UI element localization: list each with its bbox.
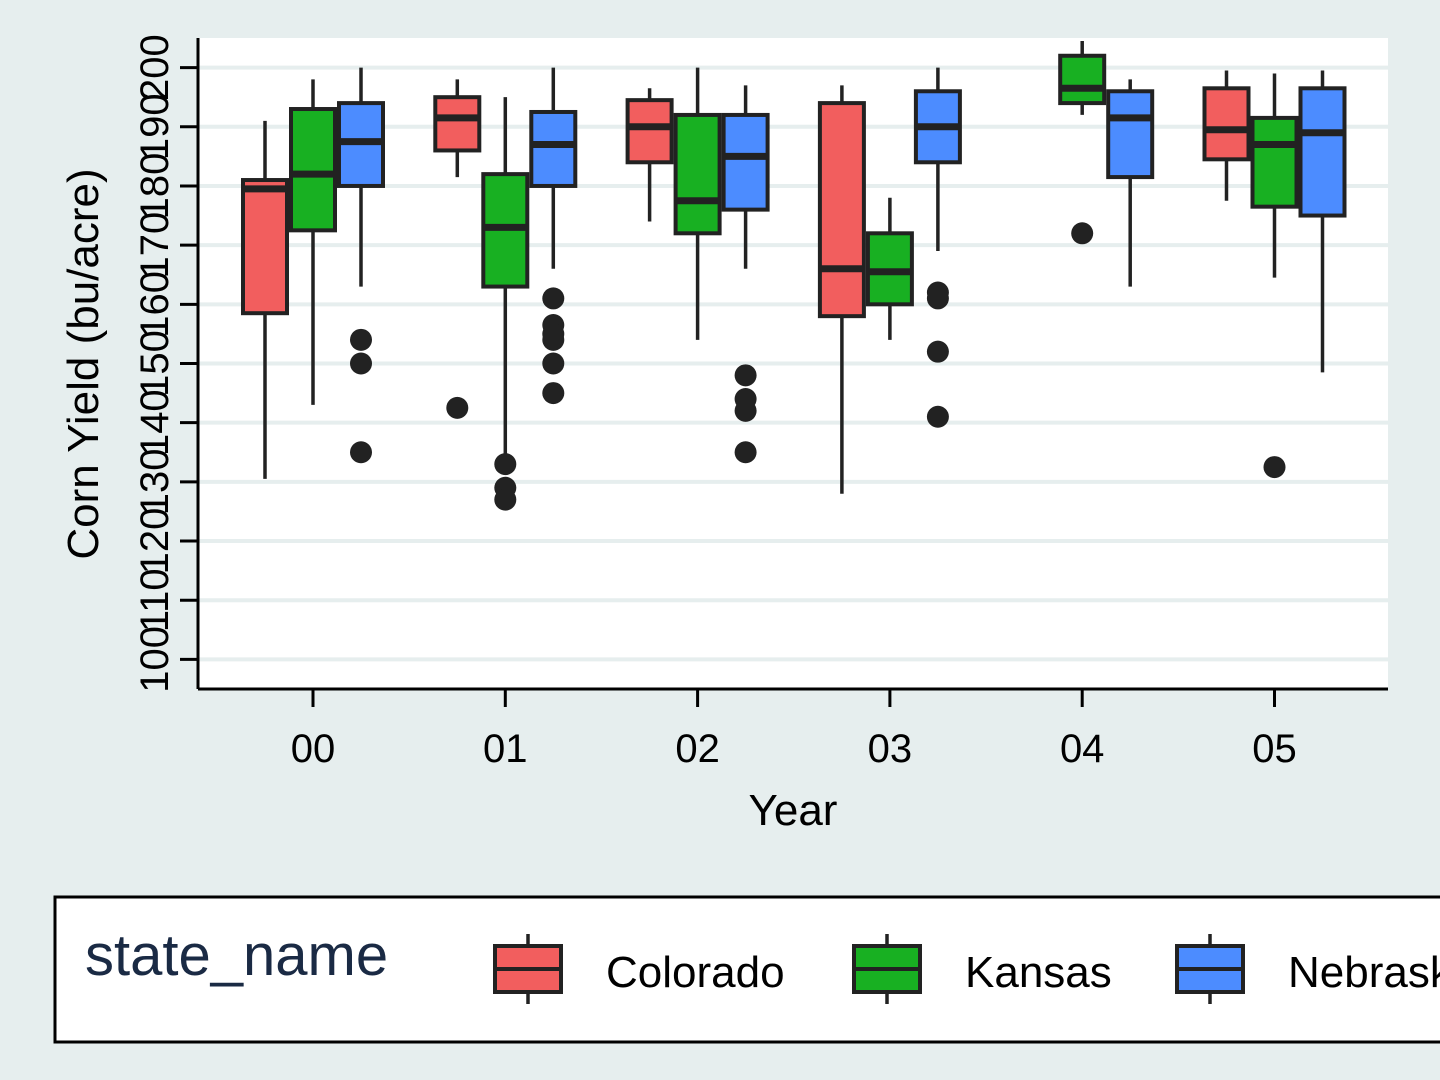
y-tick-label: 180 (133, 153, 177, 220)
y-tick-label: 200 (133, 34, 177, 101)
box-colorado-00 (241, 120, 289, 479)
outlier-point (926, 287, 949, 310)
box-iqr (1106, 89, 1155, 180)
box-nebraska-03 (913, 67, 962, 428)
legend-items: Colorado Kansas Nebraska (493, 934, 1440, 1004)
outlier-point (446, 396, 469, 419)
x-axis-title: Year (749, 786, 838, 835)
y-tick-label: 170 (133, 212, 177, 279)
y-tick-label: 150 (133, 330, 177, 397)
box-iqr (1202, 86, 1251, 162)
outlier-point (734, 441, 757, 464)
legend-label: Kansas (965, 948, 1112, 997)
y-tick-label: 140 (133, 389, 177, 456)
box-nebraska-05 (1298, 70, 1347, 373)
x-tick-label: 05 (1252, 727, 1297, 771)
box-iqr (1298, 86, 1347, 218)
outlier-point (926, 340, 949, 363)
y-tick-label: 190 (133, 93, 177, 160)
x-ticks: 00 01 02 03 04 05 (291, 689, 1297, 771)
box-iqr (433, 95, 482, 153)
legend-title: state_name (85, 923, 388, 988)
box-series (241, 40, 1347, 511)
gridlines (198, 65, 1388, 662)
box-iqr (1250, 115, 1299, 209)
box-colorado-01 (433, 79, 482, 419)
outlier-point (350, 441, 372, 464)
box-iqr (1058, 53, 1107, 106)
box-colorado-02 (625, 88, 674, 222)
legend-label: Colorado (606, 948, 785, 997)
outlier-point (494, 488, 517, 511)
x-tick-label: 00 (291, 727, 336, 771)
legend-item-colorado: Colorado (493, 934, 785, 1004)
box-kansas-03 (865, 197, 914, 340)
x-tick-label: 02 (675, 727, 720, 771)
outlier-point (926, 405, 949, 428)
box-nebraska-00 (337, 67, 385, 464)
box-colorado-05 (1202, 70, 1251, 201)
box-colorado-03 (817, 85, 866, 494)
y-tick-label: 120 (133, 508, 177, 575)
box-iqr (289, 107, 337, 233)
outlier-point (734, 364, 757, 387)
box-kansas-04 (1058, 40, 1107, 245)
outlier-point (1071, 222, 1094, 245)
box-iqr (721, 112, 770, 212)
outlier-point (542, 352, 565, 375)
outlier-point (542, 382, 565, 405)
x-tick-label: 01 (483, 727, 528, 771)
y-tick-label: 130 (133, 448, 177, 515)
x-tick-label: 04 (1060, 727, 1105, 771)
outlier-point (350, 328, 372, 351)
x-tick-label: 03 (868, 727, 913, 771)
outlier-point (734, 399, 757, 422)
legend: state_name Colorado Kansas Nebraska (53, 895, 1440, 1044)
legend-item-kansas: Kansas (852, 934, 1112, 1004)
outlier-point (1263, 456, 1286, 479)
legend-label: Nebraska (1288, 948, 1440, 997)
box-iqr (625, 98, 674, 165)
box-kansas-01 (481, 97, 530, 511)
box-kansas-00 (289, 79, 337, 405)
outlier-point (494, 453, 517, 476)
box-kansas-05 (1250, 73, 1299, 479)
y-tick-label: 100 (133, 626, 177, 693)
outlier-point (350, 352, 372, 375)
box-kansas-02 (673, 67, 722, 340)
box-nebraska-01 (529, 67, 578, 405)
outlier-point (542, 328, 565, 351)
box-iqr (673, 112, 722, 236)
y-tick-label: 110 (133, 568, 177, 632)
legend-item-nebraska: Nebraska (1175, 934, 1440, 1004)
box-iqr (529, 109, 578, 188)
y-tick-label: 160 (133, 271, 177, 338)
box-iqr (241, 178, 289, 316)
outlier-point (542, 287, 565, 310)
y-axis-title: Corn Yield (bu/acre) (59, 168, 108, 559)
box-nebraska-04 (1106, 79, 1155, 287)
box-nebraska-02 (721, 85, 770, 464)
box-iqr (817, 101, 866, 319)
